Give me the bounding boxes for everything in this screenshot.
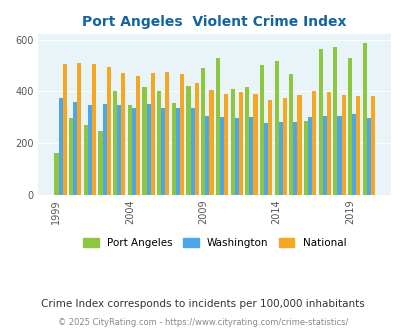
Bar [205, 116, 209, 194]
Bar [347, 57, 351, 194]
Bar [274, 61, 278, 194]
Bar [58, 98, 62, 194]
Bar [318, 49, 322, 194]
Bar [253, 94, 257, 194]
Bar [117, 105, 121, 194]
Bar [201, 68, 205, 194]
Bar [113, 91, 117, 194]
Bar [102, 104, 107, 194]
Bar [341, 95, 345, 194]
Bar [303, 121, 307, 194]
Bar [337, 116, 341, 194]
Bar [98, 131, 102, 194]
Text: © 2025 CityRating.com - https://www.cityrating.com/crime-statistics/: © 2025 CityRating.com - https://www.city… [58, 318, 347, 327]
Bar [230, 88, 234, 194]
Bar [186, 86, 190, 194]
Bar [293, 122, 297, 194]
Title: Port Angeles  Violent Crime Index: Port Angeles Violent Crime Index [82, 15, 346, 29]
Bar [333, 47, 337, 194]
Bar [238, 92, 242, 194]
Bar [73, 102, 77, 194]
Bar [209, 90, 213, 194]
Bar [355, 96, 359, 194]
Bar [62, 64, 66, 194]
Bar [366, 118, 370, 194]
Bar [263, 123, 267, 194]
Bar [351, 115, 355, 194]
Bar [69, 118, 73, 194]
Bar [157, 91, 161, 194]
Bar [54, 153, 58, 194]
Bar [128, 105, 132, 194]
Bar [175, 108, 179, 194]
Bar [179, 74, 184, 194]
Bar [259, 65, 263, 194]
Bar [288, 74, 293, 194]
Text: Crime Index corresponds to incidents per 100,000 inhabitants: Crime Index corresponds to incidents per… [41, 299, 364, 309]
Bar [224, 94, 228, 194]
Bar [307, 117, 311, 194]
Bar [171, 103, 175, 194]
Bar [245, 87, 249, 194]
Bar [77, 63, 81, 194]
Bar [311, 91, 315, 194]
Bar [362, 43, 366, 194]
Legend: Port Angeles, Washington, National: Port Angeles, Washington, National [80, 235, 349, 251]
Bar [92, 64, 96, 194]
Bar [87, 105, 92, 194]
Bar [165, 72, 169, 194]
Bar [234, 118, 238, 194]
Bar [146, 104, 150, 194]
Bar [83, 125, 87, 194]
Bar [150, 73, 154, 194]
Bar [142, 87, 146, 194]
Bar [215, 57, 220, 194]
Bar [161, 108, 165, 194]
Bar [132, 108, 136, 194]
Bar [249, 117, 253, 194]
Bar [121, 73, 125, 194]
Bar [370, 96, 374, 194]
Bar [136, 76, 140, 194]
Bar [190, 108, 194, 194]
Bar [297, 95, 301, 194]
Bar [322, 116, 326, 194]
Bar [194, 83, 198, 194]
Bar [220, 117, 224, 194]
Bar [278, 122, 282, 194]
Bar [282, 98, 286, 194]
Bar [107, 67, 111, 194]
Bar [267, 100, 271, 194]
Bar [326, 92, 330, 194]
